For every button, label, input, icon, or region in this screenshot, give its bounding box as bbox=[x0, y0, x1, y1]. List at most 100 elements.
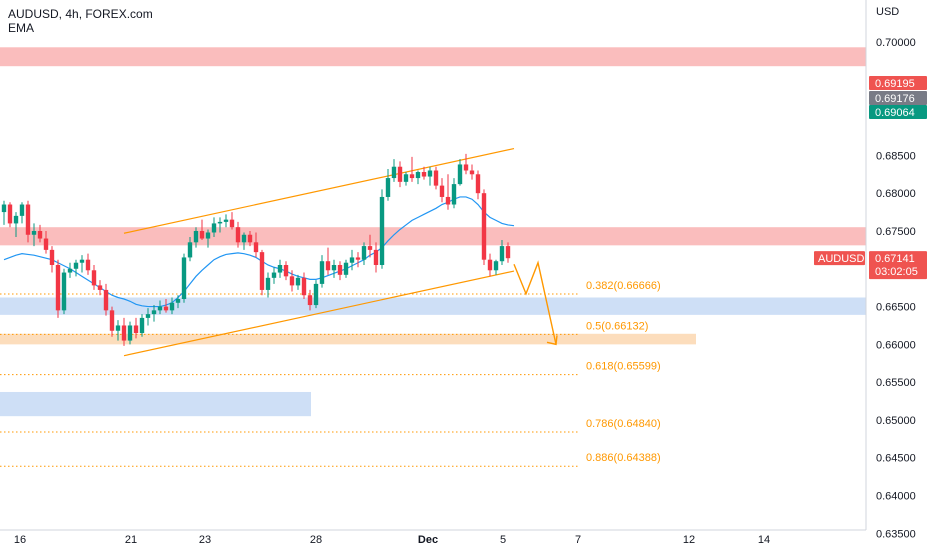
fib-label: 0.382(0.66666) bbox=[586, 280, 661, 292]
candle bbox=[469, 164, 475, 180]
candle bbox=[109, 306, 115, 337]
candle-body bbox=[199, 230, 205, 239]
candle-body bbox=[337, 264, 343, 275]
channel-upper-line bbox=[123, 147, 515, 234]
candle bbox=[463, 153, 469, 175]
last-price-badge bbox=[869, 251, 927, 280]
candle-body bbox=[151, 310, 157, 315]
candle bbox=[223, 214, 229, 228]
candle bbox=[229, 212, 235, 230]
candle-body bbox=[469, 170, 475, 175]
candle-body bbox=[349, 257, 355, 263]
candle-body bbox=[487, 259, 493, 271]
candle bbox=[499, 240, 505, 265]
candle bbox=[403, 172, 409, 186]
candle bbox=[379, 189, 385, 269]
candle bbox=[121, 317, 127, 346]
candle-body bbox=[43, 238, 49, 250]
candle-body bbox=[439, 185, 445, 197]
candle-body bbox=[133, 325, 139, 334]
candle-body bbox=[217, 221, 223, 224]
candle-body bbox=[67, 268, 73, 273]
candle-body bbox=[97, 285, 103, 290]
candle bbox=[259, 249, 265, 296]
candle bbox=[247, 230, 253, 247]
zone-supply bbox=[0, 47, 866, 67]
candle-body bbox=[433, 170, 439, 186]
price-badge-label: 0.69195 bbox=[875, 78, 915, 90]
candle bbox=[49, 246, 55, 273]
candle-body bbox=[181, 257, 187, 300]
candle bbox=[151, 305, 157, 322]
candle-body bbox=[139, 317, 145, 334]
candle-body bbox=[325, 261, 331, 271]
bar-countdown-label: 03:02:05 bbox=[875, 266, 918, 278]
candle bbox=[301, 272, 307, 300]
candle bbox=[433, 166, 439, 190]
candle-body bbox=[205, 232, 211, 239]
candle-body bbox=[283, 264, 289, 277]
candle bbox=[421, 166, 427, 180]
last-price-label: 0.67141 bbox=[875, 253, 915, 265]
candle-body bbox=[61, 272, 67, 311]
candle-body bbox=[253, 242, 259, 253]
candle bbox=[79, 255, 85, 273]
candle-body bbox=[103, 289, 109, 311]
candle-body bbox=[91, 270, 97, 286]
candle bbox=[331, 259, 337, 278]
candle bbox=[397, 161, 403, 188]
candle-body bbox=[505, 246, 511, 259]
candle-body bbox=[475, 174, 481, 194]
candle bbox=[235, 221, 241, 248]
candle-body bbox=[361, 246, 367, 260]
candle-body bbox=[313, 283, 319, 306]
candle-body bbox=[397, 166, 403, 182]
price-tick-label: 0.64500 bbox=[876, 453, 916, 465]
candle-body bbox=[457, 164, 463, 185]
candle-body bbox=[187, 242, 193, 258]
candle-body bbox=[7, 204, 13, 224]
candle-body bbox=[193, 230, 199, 243]
candle-body bbox=[211, 223, 217, 233]
price-tick-label: 0.66500 bbox=[876, 302, 916, 314]
candle bbox=[145, 308, 151, 326]
price-badge-label: 0.69064 bbox=[875, 107, 915, 119]
candle-body bbox=[379, 196, 385, 265]
candle bbox=[475, 170, 481, 200]
candle bbox=[427, 166, 433, 186]
symbol-title: AUDUSD, 4h, FOREX.com bbox=[8, 7, 153, 21]
zone-fib bbox=[0, 333, 696, 345]
candle-body bbox=[481, 193, 487, 260]
candle-body bbox=[175, 299, 181, 303]
candle bbox=[415, 170, 421, 185]
time-tick-label: 21 bbox=[125, 534, 137, 546]
candle-body bbox=[19, 204, 25, 216]
time-tick-label: 23 bbox=[199, 534, 211, 546]
candle bbox=[445, 174, 451, 210]
price-tick-label: 0.67500 bbox=[876, 226, 916, 238]
price-badge bbox=[869, 76, 927, 90]
candle-body bbox=[451, 184, 457, 205]
time-tick-label: 5 bbox=[500, 534, 506, 546]
time-tick-label: 14 bbox=[758, 534, 770, 546]
indicator-label[interactable]: EMA bbox=[8, 21, 35, 35]
zone-demand bbox=[0, 297, 866, 315]
candle bbox=[85, 253, 91, 275]
candle-body bbox=[301, 277, 307, 296]
candle bbox=[157, 300, 163, 315]
candle bbox=[289, 270, 295, 292]
time-tick-label: 16 bbox=[14, 534, 26, 546]
candle bbox=[493, 259, 499, 275]
candle-body bbox=[391, 166, 397, 179]
candle-body bbox=[307, 295, 313, 306]
candle-body bbox=[409, 174, 415, 179]
candle-body bbox=[463, 164, 469, 171]
candle bbox=[103, 283, 109, 316]
candle bbox=[73, 259, 79, 277]
zone-demand bbox=[0, 391, 311, 417]
candle bbox=[265, 272, 271, 298]
price-tick-label: 0.68000 bbox=[876, 188, 916, 200]
candle bbox=[61, 268, 67, 315]
candle bbox=[211, 217, 217, 238]
